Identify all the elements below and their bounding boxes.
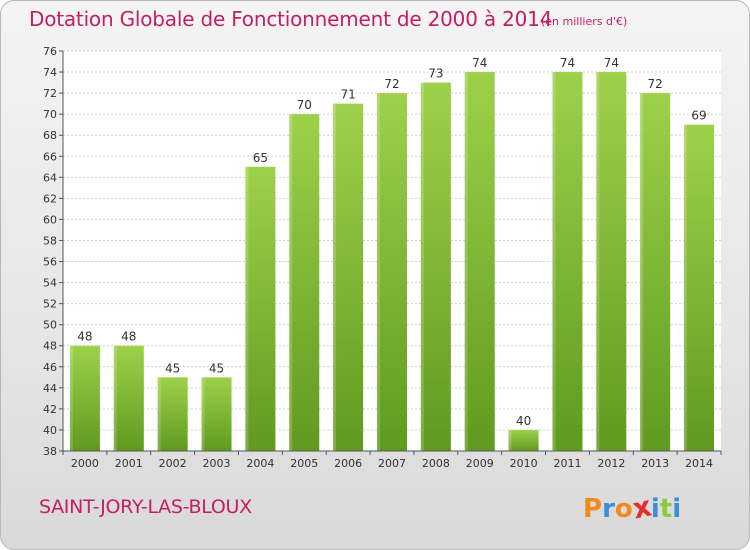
data-label: 40 (516, 414, 531, 428)
bar-highlight (552, 72, 556, 451)
bar (552, 72, 583, 451)
place-name: SAINT-JORY-LAS-BLOUX (39, 496, 252, 518)
bar (420, 82, 451, 451)
data-label: 74 (560, 56, 575, 70)
x-tick-label: 2000 (71, 457, 99, 470)
bar-highlight (245, 166, 249, 451)
y-tick-label: 62 (43, 192, 57, 205)
x-tick-label: 2014 (685, 457, 713, 470)
logo-letter: i (672, 494, 682, 524)
bar-highlight (289, 114, 293, 451)
bar (113, 345, 144, 451)
y-tick-label: 64 (43, 171, 57, 184)
bar (69, 345, 100, 451)
x-tick-label: 2009 (466, 457, 494, 470)
y-tick-label: 46 (43, 361, 57, 374)
y-tick-label: 68 (43, 129, 57, 142)
data-label: 73 (428, 67, 443, 81)
data-label: 45 (165, 361, 180, 375)
x-tick-label: 2004 (246, 457, 274, 470)
bar-highlight (333, 103, 337, 451)
data-label: 74 (472, 56, 487, 70)
data-label: 65 (253, 151, 268, 165)
x-tick-label: 2001 (115, 457, 143, 470)
x-tick-label: 2007 (378, 457, 406, 470)
bars (69, 72, 715, 452)
x-tick-label: 2012 (597, 457, 625, 470)
bar (157, 377, 188, 451)
data-label: 70 (297, 98, 312, 112)
y-tick-label: 54 (43, 277, 57, 290)
logo-letter: t (659, 494, 673, 524)
bar-highlight (508, 429, 512, 451)
bar-highlight (684, 124, 688, 452)
y-axis-ticks: 38 40 42 44 46 48 50 52 54 56 58 60 62 64 66 68 70 72 74 76 (43, 45, 63, 458)
logo-letter: i (650, 494, 660, 524)
x-tick-label: 2003 (203, 457, 231, 470)
y-tick-label: 74 (43, 66, 57, 79)
bar-highlight (464, 72, 468, 451)
y-tick-label: 56 (43, 256, 57, 269)
data-labels: 48 48 45 45 65 70 71 72 73 74 40 74 74 72 69 (77, 56, 706, 428)
logo-letter: P (583, 494, 603, 524)
chart-subtitle: (en milliers d'€) (541, 15, 628, 28)
x-tick-label: 2011 (553, 457, 581, 470)
y-tick-label: 42 (43, 403, 57, 416)
y-tick-label: 70 (43, 108, 57, 121)
logo-letter: r (602, 494, 615, 524)
data-label: 48 (121, 330, 136, 344)
bar (333, 103, 364, 451)
bar-highlight (157, 377, 161, 451)
bar (245, 166, 276, 451)
x-tick-label: 2010 (510, 457, 538, 470)
bar-highlight (113, 345, 117, 451)
bar (596, 72, 627, 451)
bar-highlight (596, 72, 600, 451)
bar (640, 93, 671, 452)
x-tick-label: 2002 (159, 457, 187, 470)
y-tick-label: 76 (43, 45, 57, 58)
y-tick-label: 60 (43, 213, 57, 226)
bar-highlight (69, 345, 73, 451)
x-tick-label: 2013 (641, 457, 669, 470)
bar (684, 124, 715, 452)
bar-highlight (377, 93, 380, 452)
data-label: 74 (604, 56, 619, 70)
chart-title: Dotation Globale de Fonctionnement de 20… (29, 7, 553, 31)
y-tick-label: 48 (43, 340, 57, 353)
data-label: 72 (648, 77, 663, 91)
y-tick-label: 52 (43, 298, 57, 311)
data-label: 72 (384, 77, 399, 91)
bar (508, 429, 539, 451)
x-tick-label: 2006 (334, 457, 362, 470)
data-label: 69 (691, 109, 706, 123)
bar-highlight (201, 377, 205, 451)
y-tick-label: 72 (43, 87, 57, 100)
bar-highlight (420, 82, 424, 451)
x-tick-label: 2008 (422, 457, 450, 470)
proxiti-logo: Proxiti (583, 489, 682, 525)
bar (201, 377, 232, 451)
y-tick-label: 66 (43, 150, 57, 163)
bar (464, 72, 495, 451)
bar (377, 93, 407, 452)
bar (289, 114, 320, 451)
bar-highlight (640, 93, 644, 452)
y-tick-label: 58 (43, 234, 57, 247)
logo-letter: o (614, 494, 633, 524)
data-label: 71 (340, 88, 355, 102)
data-label: 48 (77, 330, 92, 344)
axes (62, 51, 721, 452)
y-tick-label: 50 (43, 319, 57, 332)
y-tick-label: 44 (43, 382, 57, 395)
y-tick-label: 40 (43, 424, 57, 437)
x-axis-ticks: 2000 2001 2002 2003 2004 2005 2006 2007 2008 2009… (62, 451, 722, 470)
data-label: 45 (209, 361, 224, 375)
y-tick-label: 38 (43, 445, 57, 458)
x-tick-label: 2005 (290, 457, 318, 470)
